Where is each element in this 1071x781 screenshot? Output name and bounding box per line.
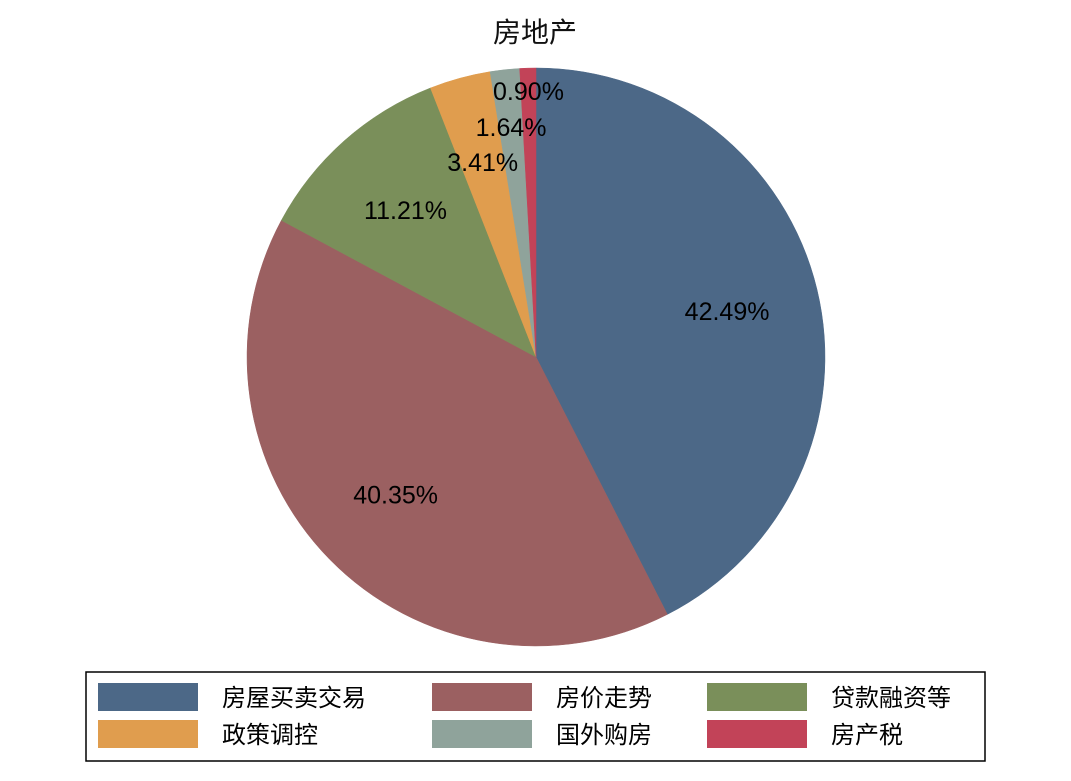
legend-label-3: 贷款融资等 — [831, 684, 951, 712]
legend-swatch-3 — [707, 683, 807, 711]
legend-label-4: 政策调控 — [222, 721, 318, 749]
pie-slice-1 — [535, 67, 826, 615]
legend-label-5: 国外购房 — [556, 721, 652, 749]
legend-swatch-6 — [707, 720, 807, 748]
pie-slices — [246, 67, 826, 647]
legend-swatch-1 — [98, 683, 198, 711]
legend-swatch-4 — [98, 720, 198, 748]
legend-label-2: 房价走势 — [556, 684, 652, 712]
legend-box — [85, 671, 986, 762]
legend-label-6: 房产税 — [831, 721, 903, 749]
legend-label-1: 房屋买卖交易 — [222, 684, 366, 712]
slice-label-4: 3.41% — [447, 149, 518, 177]
slice-label-2: 40.35% — [353, 482, 438, 510]
slice-label-5: 1.64% — [476, 114, 547, 142]
slice-label-6: 0.90% — [493, 78, 564, 106]
slice-labels: 42.49% 40.35% 11.21%3.41% 1.64% 0.90% — [353, 78, 769, 509]
pie-slice-3 — [281, 87, 537, 358]
chart-title: 房地产 — [493, 16, 577, 49]
pie-slice-6 — [519, 67, 537, 358]
legend-swatch-5 — [432, 720, 532, 748]
slice-label-3: 11.21% — [364, 197, 447, 225]
legend-swatch-2 — [432, 683, 532, 711]
pie-slice-2 — [246, 219, 668, 647]
slice-label-1: 42.49% — [685, 298, 770, 326]
